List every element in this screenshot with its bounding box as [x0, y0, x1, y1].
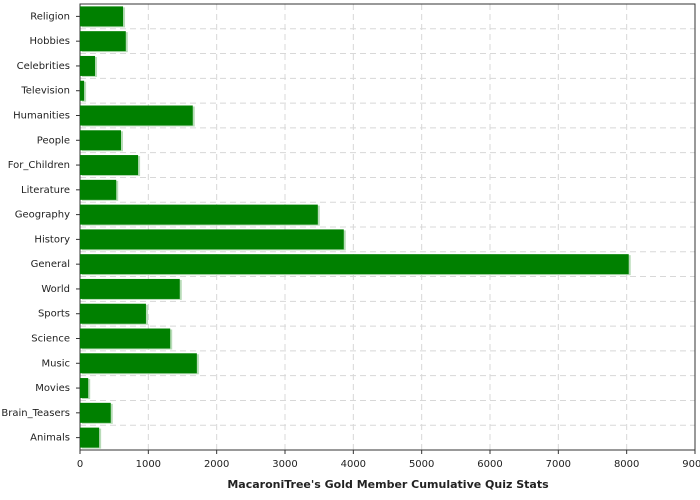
bar: [80, 254, 629, 275]
bar: [80, 278, 180, 299]
bar: [80, 204, 318, 225]
x-tick-label: 0: [77, 459, 83, 470]
y-tick-label: Hobbies: [30, 36, 70, 47]
y-tick-label: Movies: [35, 383, 70, 394]
bar: [80, 427, 100, 448]
y-tick-label: Humanities: [13, 111, 70, 122]
bar: [80, 155, 139, 176]
x-tick-label: 1000: [136, 459, 161, 470]
bar: [80, 229, 344, 250]
y-tick-label: Celebrities: [17, 61, 70, 72]
bar: [80, 80, 85, 101]
y-tick-label: Sports: [38, 309, 70, 320]
y-tick-label: Science: [31, 334, 70, 345]
x-tick-label: 3000: [272, 459, 297, 470]
x-tick-label: 2000: [204, 459, 229, 470]
bar: [80, 130, 121, 151]
bar: [80, 6, 124, 27]
x-tick-label: 4000: [341, 459, 366, 470]
y-tick-label: Animals: [30, 433, 70, 444]
y-tick-label: World: [41, 284, 70, 295]
y-tick-label: History: [34, 234, 70, 245]
x-tick-label: 7000: [546, 459, 571, 470]
y-tick-label: Geography: [15, 210, 70, 221]
bar: [80, 55, 96, 76]
y-tick-label: People: [37, 135, 70, 146]
bar: [80, 353, 197, 374]
y-tick-label: General: [31, 259, 70, 270]
x-axis-label: MacaroniTree's Gold Member Cumulative Qu…: [227, 478, 549, 491]
x-tick-label: 9000: [682, 459, 700, 470]
bar: [80, 328, 171, 349]
bar: [80, 179, 117, 200]
bar: [80, 378, 89, 399]
y-tick-label: Music: [42, 358, 70, 369]
plot-frame: [79, 3, 696, 451]
y-tick-label: For_Children: [8, 160, 70, 171]
x-tick-label: 5000: [409, 459, 434, 470]
y-tick-label: Television: [20, 86, 70, 97]
bar: [80, 31, 126, 52]
bar: [80, 402, 111, 423]
y-tick-label: Literature: [21, 185, 70, 196]
x-tick-label: 6000: [477, 459, 502, 470]
y-tick-label: Brain_Teasers: [1, 408, 70, 419]
x-tick-label: 8000: [614, 459, 639, 470]
y-tick-label: Religion: [30, 11, 70, 22]
bar: [80, 303, 146, 324]
bar: [80, 105, 193, 126]
